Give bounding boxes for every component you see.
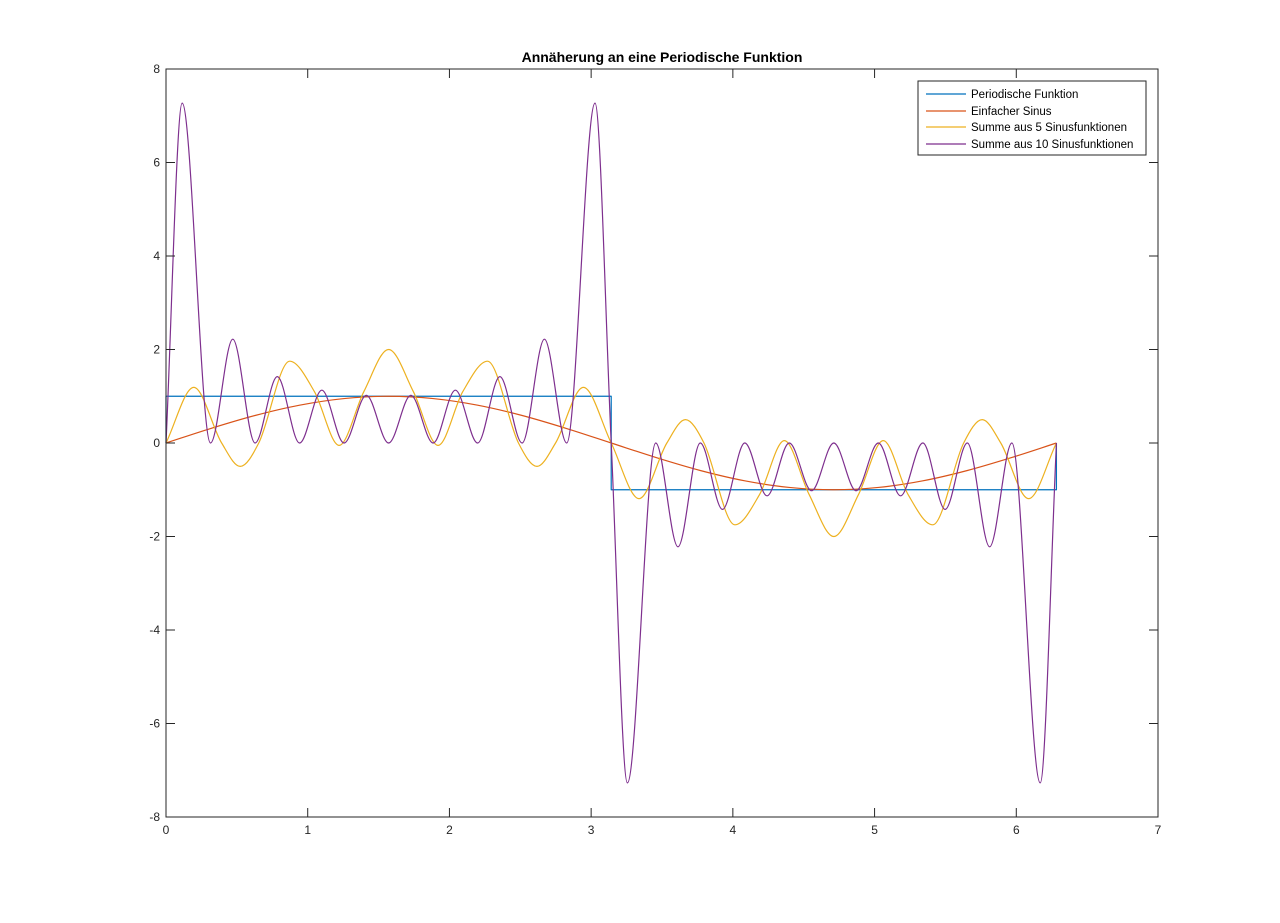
tick-labels: 0 1 2 3 4 5 6 7 -8 -6 -4 -2 0 2 4 6 8 [149,62,1161,837]
y-tick-label: -4 [149,623,160,637]
legend-label-periodische-funktion: Periodische Funktion [971,89,1078,101]
series-line-summe-aus-10-sinusfunktionen [165,102,1058,784]
ticks [165,68,1159,818]
x-tick-label: 1 [304,823,311,837]
y-tick-label: 6 [153,156,160,170]
y-tick-label: -6 [149,717,160,731]
x-tick-label: 6 [1013,823,1020,837]
x-tick-label: 4 [730,823,737,837]
y-tick-label: -8 [149,810,160,824]
y-tick-label: 8 [153,62,160,76]
x-tick-label: 0 [163,823,170,837]
legend-box [917,80,1147,156]
y-tick-label: 2 [153,343,160,357]
x-tick-label: 7 [1155,823,1162,837]
legend-label-summe-10: Summe aus 10 Sinusfunktionen [971,139,1133,151]
axes-background [166,69,1158,817]
x-tick-label: 2 [446,823,453,837]
y-tick-label: 0 [153,436,160,450]
legend-label-summe-5: Summe aus 5 Sinusfunktionen [971,122,1127,134]
y-tick-label: -2 [149,530,160,544]
chart-title: Annäherung an eine Periodische Funktion [522,49,803,65]
y-tick-label: 4 [153,249,160,263]
legend-label-einfacher-sinus: Einfacher Sinus [971,106,1052,118]
x-tick-label: 5 [871,823,878,837]
plot-lines [165,102,1058,784]
legend: Periodische Funktion Einfacher Sinus Sum… [917,80,1147,156]
x-tick-label: 3 [588,823,595,837]
